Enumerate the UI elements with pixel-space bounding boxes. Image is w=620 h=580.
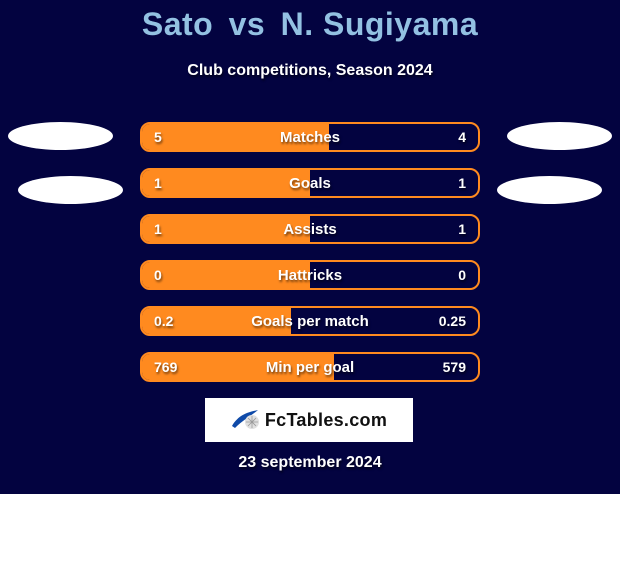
vs-label: vs: [229, 6, 266, 42]
stat-row-matches: 5 Matches 4: [140, 122, 480, 152]
brand-logo-icon: [231, 408, 259, 432]
stat-right-value: 579: [443, 354, 466, 380]
stat-right-value: 1: [458, 170, 466, 196]
page-title: Sato vs N. Sugiyama: [0, 6, 620, 43]
stat-right-value: 0: [458, 262, 466, 288]
player1-name: Sato: [142, 6, 213, 42]
stat-right-value: 1: [458, 216, 466, 242]
brand-text: FcTables.com: [265, 410, 387, 431]
stat-row-hattricks: 0 Hattricks 0: [140, 260, 480, 290]
stat-row-assists: 1 Assists 1: [140, 214, 480, 244]
stat-fill: [142, 170, 310, 196]
stat-rows: 5 Matches 4 1 Goals 1 1 Assists 1 0 Hatt…: [140, 122, 480, 398]
stat-fill: [142, 354, 334, 380]
bottom-whitespace: [0, 494, 620, 580]
player1-club-placeholder: [18, 176, 123, 204]
player2-club-placeholder: [497, 176, 602, 204]
subtitle: Club competitions, Season 2024: [0, 62, 620, 80]
stat-right-value: 4: [458, 124, 466, 150]
stat-right-value: 0.25: [439, 308, 466, 334]
stat-row-goals-per-match: 0.2 Goals per match 0.25: [140, 306, 480, 336]
player2-avatar-placeholder: [507, 122, 612, 150]
stat-fill: [142, 216, 310, 242]
stat-fill: [142, 124, 329, 150]
player1-avatar-placeholder: [8, 122, 113, 150]
stat-fill: [142, 262, 310, 288]
stat-fill: [142, 308, 291, 334]
brand-badge: FcTables.com: [205, 398, 413, 442]
stat-row-min-per-goal: 769 Min per goal 579: [140, 352, 480, 382]
stat-row-goals: 1 Goals 1: [140, 168, 480, 198]
comparison-card: Sato vs N. Sugiyama Club competitions, S…: [0, 0, 620, 580]
player2-name: N. Sugiyama: [281, 6, 479, 42]
date-label: 23 september 2024: [0, 454, 620, 472]
